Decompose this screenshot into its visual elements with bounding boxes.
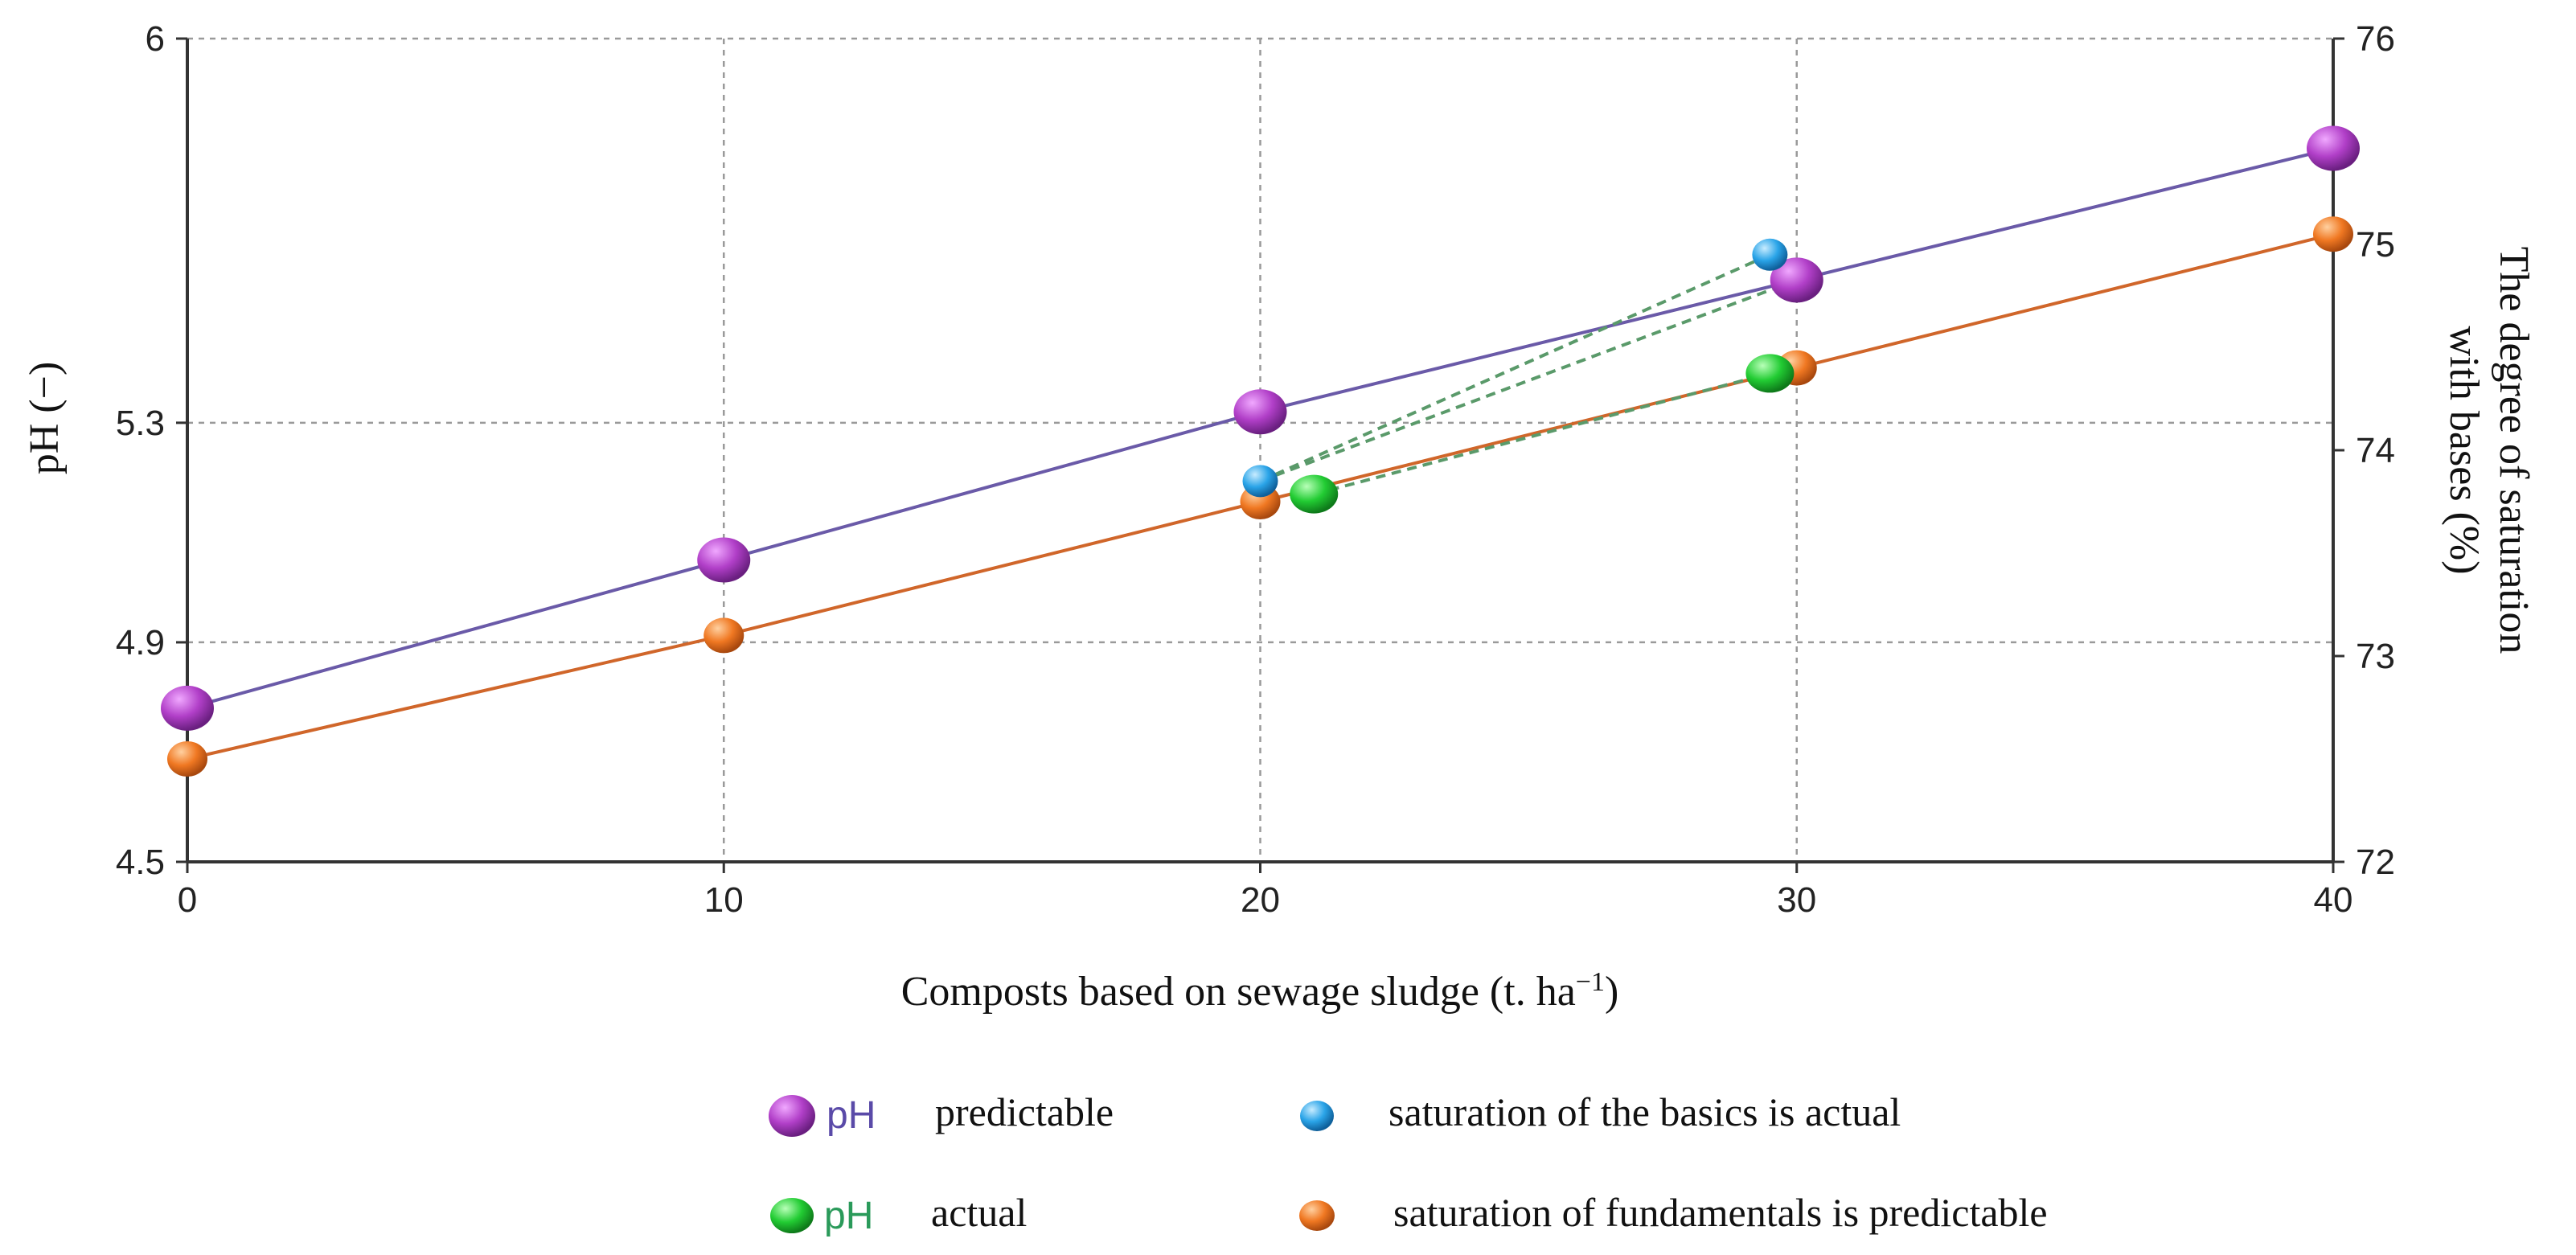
legend-marker-green [770, 1198, 814, 1233]
x-tick-label: 0 [178, 880, 197, 920]
point-saturation-actual [1242, 465, 1278, 498]
legend-label: actual [931, 1190, 1027, 1235]
right-tick-label: 73 [2356, 637, 2395, 676]
x-tick-label: 40 [2314, 880, 2353, 920]
right-axis-title-line2: with bases (%) [2441, 326, 2487, 574]
point-ph-predictable [1770, 257, 1823, 303]
x-tick-label: 20 [1241, 880, 1280, 920]
legend-label: saturation of the basics is actual [1388, 1089, 1901, 1134]
series-line-ph-actual [1313, 371, 1770, 496]
right-tick-label: 75 [2356, 225, 2395, 265]
series-line-actual-link [1259, 278, 1798, 483]
x-tick-label: 10 [704, 880, 744, 920]
series-points [161, 125, 2360, 777]
x-tick-label: 30 [1777, 880, 1816, 920]
legend: pH predictable saturation of the basics … [769, 1089, 2048, 1237]
legend-label: predictable [935, 1089, 1114, 1134]
point-ph-predictable [2307, 125, 2360, 171]
right-tick-label: 76 [2356, 19, 2395, 59]
series-lines [187, 146, 2334, 761]
right-axis-title: The degree of saturation with bases (%) [2441, 247, 2537, 654]
left-axis-title: pH (−) [22, 362, 68, 475]
point-saturation-predictable [703, 617, 744, 654]
legend-label: saturation of fundamentals is predictabl… [1393, 1190, 2048, 1235]
left-tick-label: 6 [146, 19, 165, 59]
point-ph-predictable [697, 537, 751, 583]
legend-ph-label: pH [824, 1195, 873, 1237]
legend-marker-orange [1299, 1200, 1335, 1231]
series-line-saturation-actual [1259, 252, 1771, 483]
point-ph-actual [1745, 354, 1795, 393]
point-ph-actual [1290, 474, 1339, 514]
point-saturation-predictable [2313, 216, 2353, 252]
legend-ph-label: pH [827, 1094, 876, 1137]
legend-item-saturation-actual: saturation of the basics is actual [1300, 1089, 1901, 1134]
ticks: 0 10 20 30 40 4.5 4.9 5.3 6 72 73 74 75 76 [116, 19, 2395, 920]
left-tick-label: 5.3 [116, 404, 165, 443]
x-axis-title: Composts based on sewage sludge (t. ha−1… [901, 967, 1619, 1015]
legend-item-ph-actual: pH actual [770, 1190, 1027, 1237]
grid [187, 37, 2333, 862]
point-saturation-actual [1752, 238, 1788, 271]
point-ph-predictable [161, 685, 214, 731]
point-saturation-predictable [167, 741, 207, 777]
right-tick-label: 74 [2356, 431, 2395, 470]
left-tick-label: 4.5 [116, 843, 165, 882]
left-tick-label: 4.9 [116, 623, 165, 662]
legend-marker-blue [1300, 1101, 1334, 1131]
right-axis-title-line1: The degree of saturation [2491, 247, 2537, 654]
legend-marker-purple [769, 1095, 815, 1137]
right-tick-label: 72 [2356, 843, 2395, 882]
legend-item-saturation-predictable: saturation of fundamentals is predictabl… [1299, 1190, 2048, 1235]
legend-item-ph-predictable: pH predictable [769, 1089, 1114, 1137]
point-ph-predictable [1233, 389, 1287, 435]
